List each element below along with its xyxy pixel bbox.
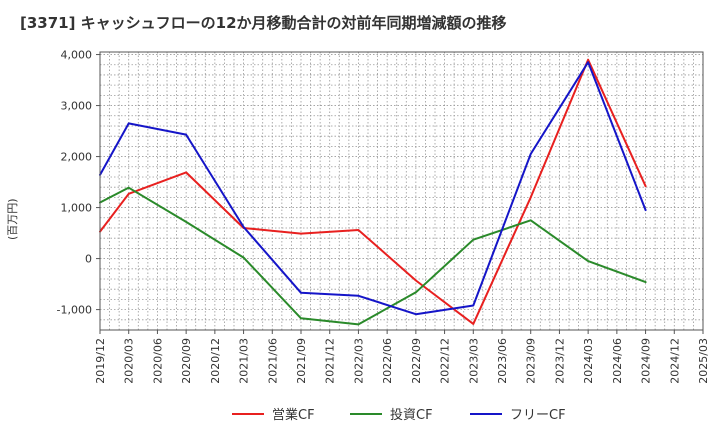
y-tick-label: 1,000	[61, 202, 93, 215]
x-tick-label: 2019/12	[94, 338, 107, 384]
x-tick-label: 2024/06	[611, 338, 624, 384]
chart-title: [3371] キャッシュフローの12か月移動合計の対前年同期増減額の推移	[20, 14, 507, 32]
x-tick-label: 2022/12	[439, 338, 452, 384]
y-tick-label: 4,000	[61, 49, 93, 62]
series-line	[99, 58, 647, 325]
y-tick-label: 0	[85, 253, 92, 266]
x-tick-label: 2022/09	[410, 338, 423, 384]
x-tick-label: 2021/09	[295, 338, 308, 384]
x-ticks: 2019/12 2020/03 2020/06 2020/09 2020/12 2021/…	[94, 330, 710, 384]
x-tick-label: 2023/09	[525, 338, 538, 384]
x-tick-label: 2023/03	[467, 338, 480, 384]
y-tick-label: 3,000	[61, 100, 93, 113]
x-tick-label: 2025/03	[697, 338, 710, 384]
x-tick-label: 2020/12	[209, 338, 222, 384]
legend-label: 営業CF	[272, 407, 315, 423]
x-tick-label: 2023/06	[496, 338, 509, 384]
x-tick-label: 2024/03	[582, 338, 595, 384]
plot-frame	[99, 51, 704, 331]
x-tick-label: 2021/03	[238, 338, 251, 384]
x-tick-label: 2020/03	[123, 338, 136, 384]
x-tick-label: 2024/09	[640, 338, 653, 384]
y-tick-label: -1,000	[57, 304, 92, 317]
x-tick-label: 2024/12	[668, 338, 681, 384]
x-tick-label: 2021/06	[266, 338, 279, 384]
x-tick-label: 2021/12	[324, 338, 337, 384]
y-tick-label: 2,000	[61, 151, 93, 164]
legend-label: フリーCF	[510, 408, 566, 423]
x-tick-label: 2022/03	[352, 338, 365, 384]
x-tick-label: 2022/06	[381, 338, 394, 384]
x-tick-label: 2020/09	[180, 338, 193, 384]
x-tick-label: 2023/12	[553, 338, 566, 384]
grid-lines	[99, 52, 704, 331]
legend: 営業CF 投資CF フリーCF	[232, 407, 566, 423]
series-line	[99, 61, 647, 316]
legend-label: 投資CF	[390, 407, 433, 423]
y-ticks: -1,000 0 1,000 2,000 3,000 4,000	[57, 49, 100, 317]
series-lines	[99, 58, 647, 326]
series-line	[99, 186, 647, 326]
x-tick-label: 2020/06	[151, 338, 164, 384]
